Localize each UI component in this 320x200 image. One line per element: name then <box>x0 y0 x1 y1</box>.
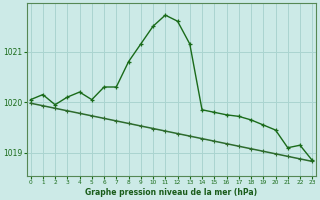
X-axis label: Graphe pression niveau de la mer (hPa): Graphe pression niveau de la mer (hPa) <box>85 188 258 197</box>
